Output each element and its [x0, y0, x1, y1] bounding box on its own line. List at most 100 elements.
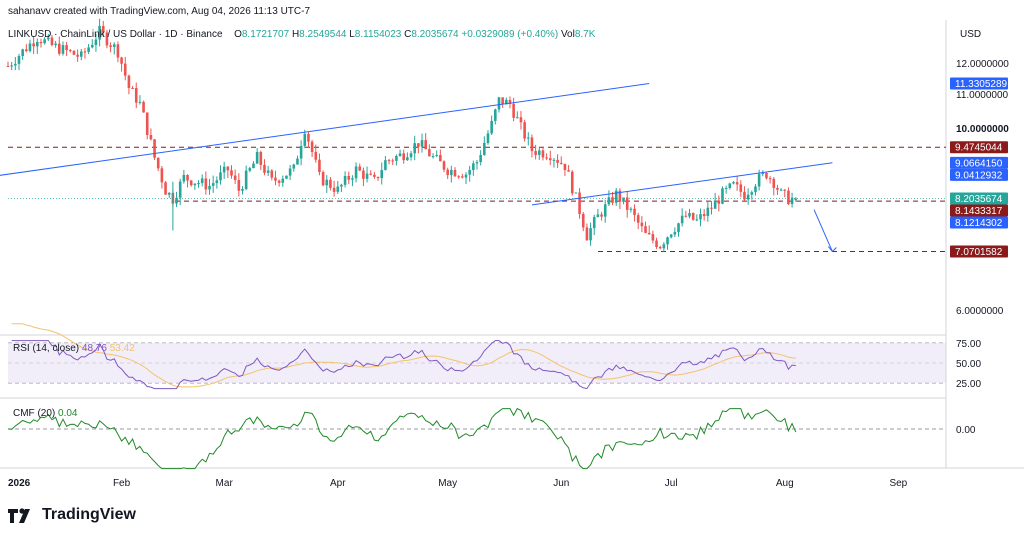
candle-body: [211, 183, 215, 186]
candle-body: [39, 41, 43, 44]
candle-body: [325, 179, 329, 186]
candle-body: [233, 175, 237, 180]
high-value: 8.2549544: [299, 29, 347, 40]
cmf-line: [7, 407, 797, 470]
tradingview-brand: TradingView: [42, 506, 136, 523]
candle-body: [329, 179, 332, 188]
candle-body: [695, 219, 699, 221]
candle-body: [153, 139, 156, 158]
candle-body: [259, 151, 263, 165]
candle-body: [603, 204, 607, 217]
candle-body: [398, 153, 402, 157]
candle-body: [677, 223, 680, 233]
candle-body: [732, 182, 735, 184]
candle-body: [321, 172, 325, 186]
candle-body: [332, 187, 336, 192]
time-tick-label: Jun: [553, 478, 569, 489]
candle-body: [336, 186, 340, 192]
candle-body: [526, 137, 530, 139]
candle-body: [669, 234, 673, 238]
rsi-ma-value: 53.42: [109, 343, 135, 354]
candle-body: [680, 215, 684, 224]
candle-body: [197, 183, 200, 185]
rsi-lines: [11, 323, 796, 390]
candle-body: [776, 187, 779, 190]
candle-body: [614, 190, 618, 203]
cmf-tick-label: 0.00: [956, 425, 976, 436]
candle-body: [380, 170, 384, 179]
candle-body: [534, 151, 537, 155]
candle-body: [354, 166, 358, 179]
tradingview-logo[interactable]: TradingView: [8, 506, 136, 524]
candle-body: [754, 186, 757, 193]
candle-body: [552, 159, 556, 161]
candle-body: [288, 168, 292, 176]
candle-body: [501, 97, 504, 105]
candle-body: [541, 150, 545, 158]
time-tick-label: Aug: [776, 478, 794, 489]
close-value: 8.2035674: [411, 29, 459, 40]
candle-body: [215, 180, 219, 184]
candle-body: [50, 37, 54, 46]
price-label-box: [950, 216, 1008, 229]
candle-body: [266, 170, 270, 173]
time-tick-label: Jul: [665, 478, 678, 489]
price-label-box: [950, 156, 1008, 169]
candle-body: [72, 50, 76, 55]
price-label-text: 8.1433317: [955, 206, 1003, 217]
candle-body: [21, 49, 24, 57]
price-label-box: [950, 141, 1008, 154]
candle-body: [112, 44, 116, 47]
candle-body: [651, 234, 655, 241]
candle-body: [25, 49, 28, 52]
candle-body: [391, 160, 395, 162]
candle-body: [625, 197, 629, 210]
candle-body: [241, 189, 244, 191]
candle-body: [508, 99, 512, 104]
candle-body: [285, 175, 288, 179]
close-label: C: [404, 29, 412, 40]
candle-body: [167, 192, 171, 195]
rsi-line: [11, 340, 796, 390]
candle-body: [592, 217, 596, 229]
candle-body: [65, 45, 68, 51]
candle-body: [505, 99, 508, 105]
price-label-box: [950, 168, 1008, 181]
candle-body: [768, 178, 772, 180]
candle-body: [68, 50, 72, 52]
candle-body: [688, 212, 691, 217]
horizontal-levels: [8, 146, 946, 253]
candle-body: [710, 207, 713, 209]
candle-body: [237, 179, 241, 191]
candle-body: [794, 198, 798, 200]
candle-body: [343, 176, 347, 185]
rsi-value: 48.76: [81, 343, 107, 354]
candle-body: [208, 185, 211, 190]
candle-body: [105, 32, 109, 46]
candle-body: [450, 169, 453, 176]
candle-body: [585, 227, 589, 241]
candle-body: [98, 25, 101, 40]
indicator-panels: [0, 20, 1024, 469]
candle-body: [600, 214, 603, 217]
candle-body: [636, 215, 640, 223]
candle-body: [32, 43, 35, 47]
candle-body: [142, 101, 145, 113]
candle-body: [109, 45, 112, 47]
candle-body: [178, 181, 182, 198]
candle-body: [545, 157, 548, 159]
time-tick-label: Sep: [889, 478, 907, 489]
candle-body: [277, 180, 281, 183]
rsi-tick-label: 25.00: [956, 379, 981, 390]
candle-body: [230, 170, 233, 176]
candle-body: [684, 215, 688, 217]
candle-body: [446, 169, 449, 176]
candle-body: [409, 153, 413, 158]
low-value: 8.1154023: [354, 29, 402, 40]
symbol-label[interactable]: LINKUSD · ChainLink / US Dollar · 1D · B…: [8, 29, 223, 40]
candle-body: [226, 166, 230, 171]
price-label-text: 8.2035674: [955, 194, 1003, 205]
candle-body: [358, 166, 362, 171]
